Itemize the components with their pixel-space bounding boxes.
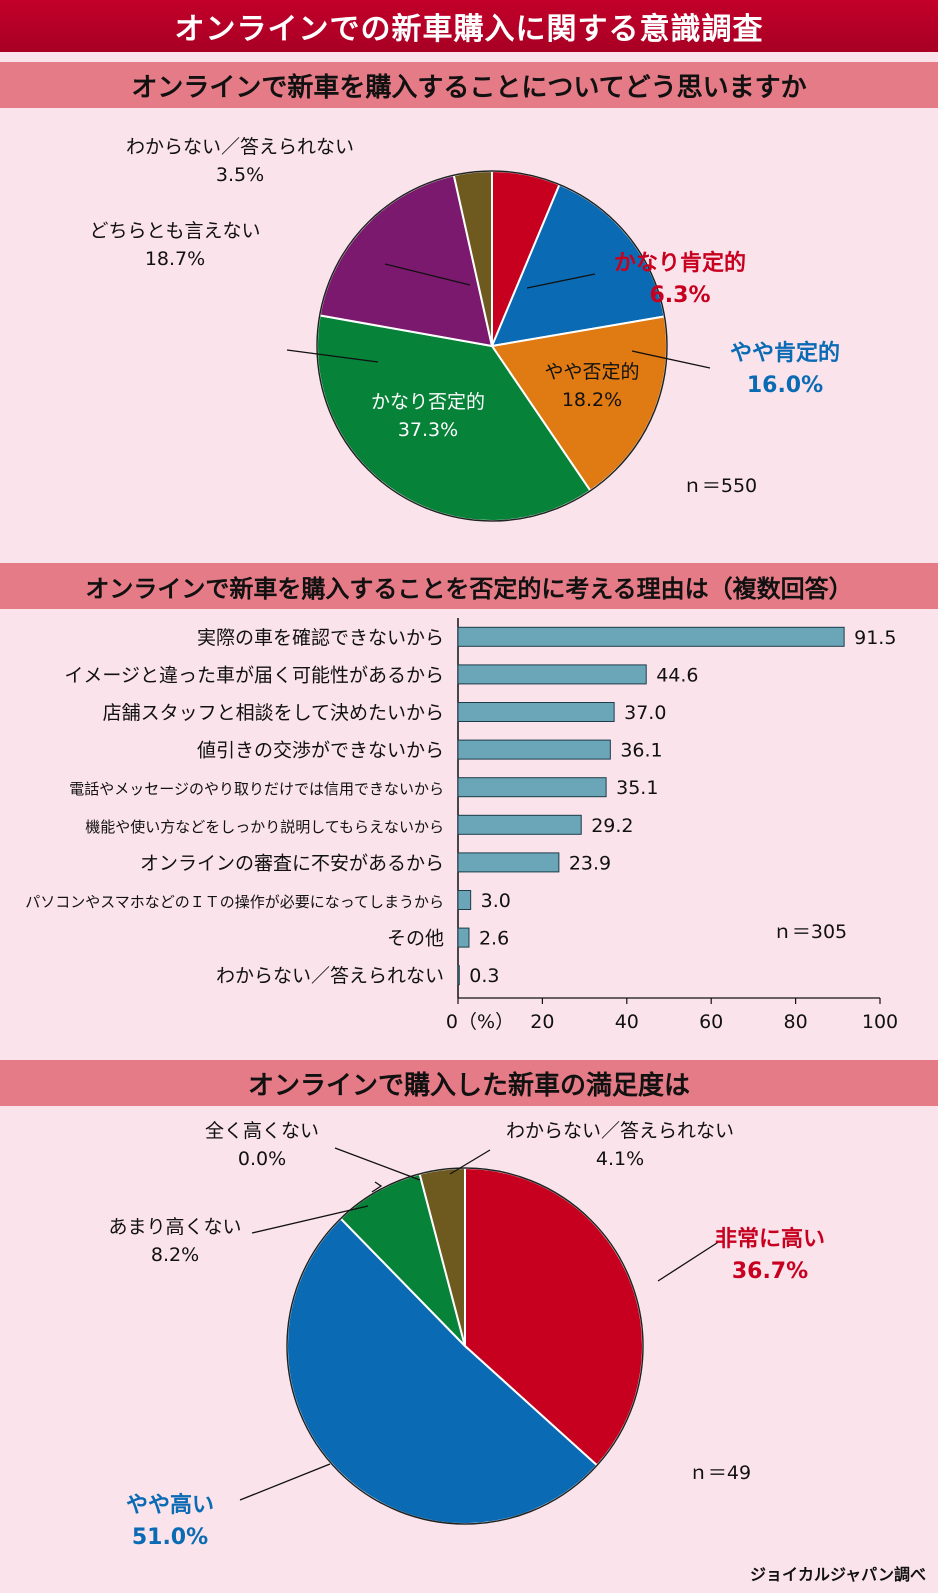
bar-value-5: 29.2 [591, 815, 633, 837]
bar-tick-label-0: 0（%） [446, 1011, 514, 1033]
pie1-label-1: やや肯定的 [730, 340, 840, 366]
pie1-title: オンラインで新車を購入することについてどう思いますか [0, 62, 938, 108]
bar-category-2: 店舗スタッフと相談をして決めたいから [103, 702, 444, 724]
bar-2 [457, 702, 615, 722]
bar-value-3: 36.1 [620, 740, 662, 762]
bar-tick-label-3: 60 [699, 1011, 723, 1033]
pie1-label-0: かなり肯定的 [614, 250, 746, 276]
pie1-label-4: どちらとも言えない [89, 220, 260, 242]
pie1-value-1: 16.0% [747, 373, 823, 398]
pie1-label-3: かなり否定的 [371, 391, 485, 413]
bar-category-3: 値引きの交渉ができないから [197, 740, 444, 762]
pie2-label-4: わからない／答えられない [506, 1120, 734, 1142]
pie2-n-label: ｎ＝49 [689, 1462, 751, 1484]
bar-chart-reasons: 実際の車を確認できないからイメージと違った車が届く可能性があるから店舗スタッフと… [25, 618, 898, 1033]
bar-category-0: 実際の車を確認できないから [197, 627, 444, 649]
pie2-value-2: 8.2% [151, 1244, 199, 1266]
source-credit: ジョイカルジャパン調べ [749, 1565, 926, 1584]
bar-5 [457, 814, 582, 835]
pie2-outline [286, 1167, 644, 1525]
pie1-label-2: やや否定的 [544, 361, 639, 383]
pie1-label-5: わからない／答えられない [126, 136, 354, 158]
bar-tick-label-4: 80 [784, 1011, 808, 1033]
bar-value-9: 0.3 [469, 965, 499, 987]
bar-value-0: 91.5 [854, 627, 896, 649]
pie1-value-5: 3.5% [216, 164, 264, 186]
bar-value-2: 37.0 [624, 702, 666, 724]
bar-value-8: 2.6 [479, 928, 509, 950]
pie-chart-attitude: かなり肯定的 6.3% やや肯定的 16.0% やや否定的 18.2% かなり否… [89, 136, 840, 522]
bar-3 [457, 739, 611, 760]
pie2-label-0: 非常に高い [715, 1226, 825, 1252]
pie2-value-3: 0.0% [238, 1148, 286, 1170]
bar-category-6: オンラインの審査に不安があるから [140, 852, 444, 874]
bar-tick-label-5: 100 [862, 1011, 898, 1033]
bar-value-4: 35.1 [616, 777, 658, 799]
pie2-value-0: 36.7% [732, 1259, 808, 1284]
pie1-value-3: 37.3% [398, 419, 458, 441]
bar-value-7: 3.0 [481, 890, 511, 912]
pie2-title: オンラインで購入した新車の満足度は [0, 1060, 938, 1106]
pie2-label-3: 全く高くない [205, 1120, 319, 1142]
bar-6 [457, 852, 560, 873]
pie2-value-1: 51.0% [132, 1525, 208, 1550]
bar-tick-label-1: 20 [530, 1011, 554, 1033]
bar-category-8: その他 [387, 928, 444, 950]
bar-4 [457, 777, 607, 798]
bar-value-6: 23.9 [569, 852, 611, 874]
bar-9 [457, 965, 460, 986]
pie2-label-1: やや高い [126, 1492, 214, 1518]
bar-title: オンラインで新車を購入することを否定的に考える理由は（複数回答） [0, 563, 938, 609]
pie2-value-4: 4.1% [596, 1148, 644, 1170]
pie1-outline [316, 170, 668, 522]
bar-category-5: 機能や使い方などをしっかり説明してもらえないから [85, 818, 444, 836]
pie1-value-2: 18.2% [562, 389, 622, 411]
bar-category-4: 電話やメッセージのやり取りだけでは信用できないから [69, 780, 444, 798]
pie1-n-label: ｎ＝550 [683, 475, 757, 497]
main-title: オンラインでの新車購入に関する意識調査 [0, 0, 938, 52]
bar-7 [457, 890, 472, 910]
bar-tick-label-2: 40 [615, 1011, 639, 1033]
bar-category-7: パソコンやスマホなどのＩＴの操作が必要になってしまうから [25, 893, 444, 911]
pie2-label-2: あまり高くない [108, 1216, 241, 1238]
pie1-value-4: 18.7% [145, 248, 205, 270]
bar-category-1: イメージと違った車が届く可能性があるから [64, 664, 444, 686]
bar-category-9: わからない／答えられない [216, 965, 444, 987]
bar-1 [457, 664, 647, 685]
bar-0 [457, 626, 845, 647]
pie1-value-0: 6.3% [649, 283, 710, 308]
bar-value-1: 44.6 [656, 664, 698, 686]
bar-n-label: ｎ＝305 [773, 921, 847, 943]
pie-chart-satisfaction: 非常に高い 36.7% やや高い 51.0% あまり高くない 8.2% 全く高く… [108, 1120, 825, 1550]
bar-8 [457, 927, 470, 948]
